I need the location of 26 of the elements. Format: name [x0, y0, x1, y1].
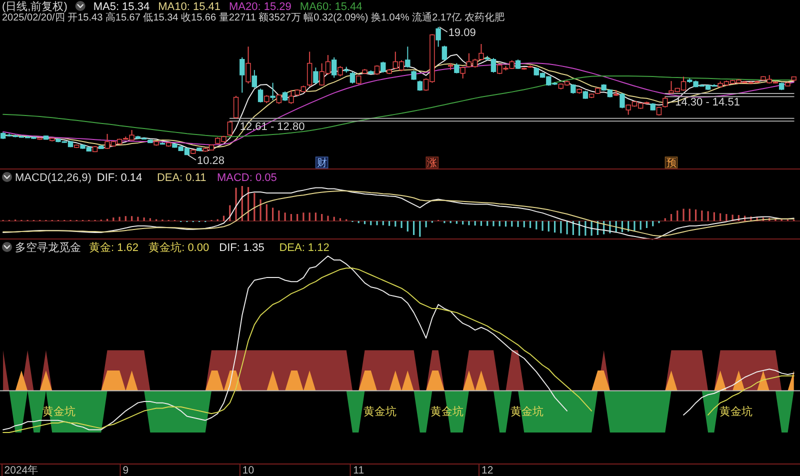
x-tick-label: 9 [122, 464, 129, 476]
text: 黄金坑: 0.00 [148, 241, 210, 254]
annotation: 黄金坑 [364, 405, 396, 418]
text: DIF: 0.14 [96, 172, 142, 184]
text: MA10: 15.41 [158, 1, 220, 13]
text: MACD: 0.05 [216, 172, 277, 184]
x-tick-label: 11 [353, 464, 364, 476]
text: MA20: 15.29 [229, 1, 292, 13]
chart-title: MACD(12,26,9) [15, 172, 92, 184]
chart-title: 多空寻龙觅金 [15, 241, 81, 254]
x-tick-label: 2024年 [4, 464, 39, 476]
text: 黄金: 1.62 [89, 241, 139, 254]
text: DIF: 1.35 [219, 242, 264, 254]
text: MA60: 15.44 [300, 1, 362, 13]
text: 10.28 [196, 155, 225, 167]
x-tick-label: 12 [482, 464, 494, 476]
annotation: 黄金坑 [720, 405, 752, 418]
series-label: DEA: 1.12 [279, 242, 330, 254]
chart-title: (日线,前复权) [2, 0, 68, 13]
legend-label: MA5: 15.34 [93, 1, 150, 13]
annotation: 19.09 [448, 27, 476, 39]
annotation: 14.30 - 14.51 [675, 96, 740, 109]
annotation: 黄金坑 [510, 405, 544, 418]
text: DEA: 0.11 [156, 172, 206, 184]
chart-subtitle: 2025/02/20/四 开15.43 高15.67 低15.34 收15.66 量22711 额3527万 幅0.32(2.09%) 换1.04% 流通2.17亿 农药化肥 [2, 12, 504, 24]
x-tick-label: 10 [242, 464, 254, 476]
